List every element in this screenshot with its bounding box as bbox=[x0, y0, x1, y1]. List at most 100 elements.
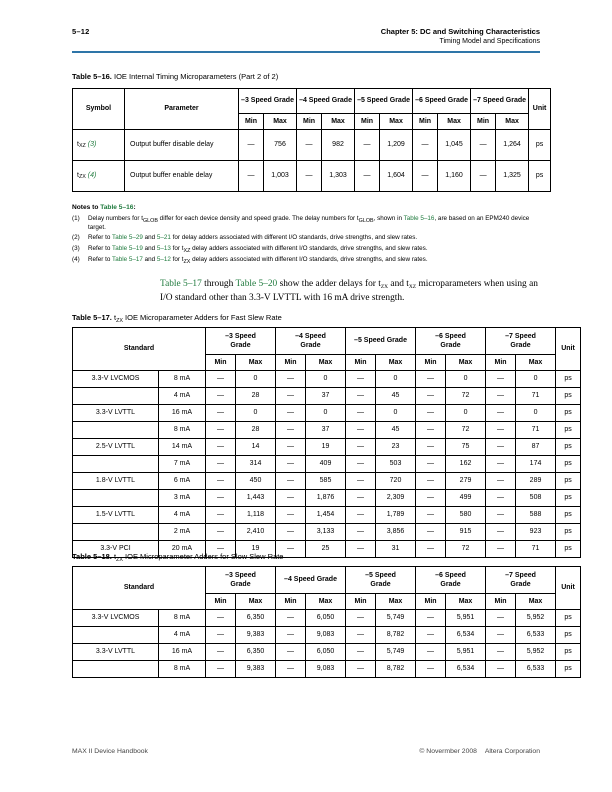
cross-reference[interactable]: 5–21 bbox=[156, 234, 171, 242]
value-cell: — bbox=[345, 472, 376, 490]
value-cell: — bbox=[345, 626, 377, 644]
table-517-grade-6: –6 Speed Grade bbox=[415, 327, 487, 355]
text-run: , shown in bbox=[373, 215, 404, 223]
value-cell: 5,951 bbox=[445, 643, 487, 661]
value-cell: — bbox=[345, 455, 376, 473]
value-cell: — bbox=[345, 609, 377, 627]
table-518-max-4: Max bbox=[304, 593, 347, 610]
table-516-min-4: Min bbox=[296, 113, 323, 130]
table-516-grade-6: –6 Speed Grade bbox=[412, 88, 472, 114]
value-cell: 25 bbox=[305, 540, 346, 558]
text-run: and bbox=[142, 245, 157, 253]
value-cell: — bbox=[275, 472, 306, 490]
value-cell: — bbox=[345, 489, 376, 507]
value-cell: — bbox=[205, 472, 236, 490]
value-cell: — bbox=[296, 160, 323, 192]
unit-cell: ps bbox=[555, 609, 582, 627]
section-subtitle: Timing Model and Specifications bbox=[439, 38, 540, 45]
note-item: (2) Refer to Table 5–29 and 5–21 for dela… bbox=[72, 234, 540, 243]
cross-reference[interactable]: Table 5–29 bbox=[112, 234, 143, 242]
table-517-min-7: Min bbox=[485, 354, 517, 371]
table-517-symbol-sub: ZX bbox=[116, 317, 123, 324]
cross-reference[interactable]: Table 5–19 bbox=[112, 245, 143, 253]
value-cell: 9,383 bbox=[235, 660, 276, 678]
value-cell: 580 bbox=[445, 506, 487, 524]
value-cell: 9,083 bbox=[304, 660, 347, 678]
cross-reference[interactable]: 5–12 bbox=[156, 256, 171, 264]
cross-reference[interactable]: Table 5–17 bbox=[160, 279, 202, 289]
drive-strength: 8 mA bbox=[158, 609, 206, 627]
table-row: tZX (4) Output buffer enable delay —1,003—… bbox=[72, 160, 552, 192]
value-cell: 5,952 bbox=[515, 643, 557, 661]
subscript: GLOB bbox=[358, 217, 374, 224]
note-reference[interactable]: (4) bbox=[87, 171, 97, 179]
value-cell: — bbox=[275, 404, 306, 422]
table-516-minmax-header-row: Min Max Min Max Min Max Min Max Min Max bbox=[73, 113, 551, 130]
unit-cell: ps bbox=[555, 660, 582, 678]
text-run: , are based on an EPM240 device target. bbox=[88, 215, 530, 231]
table-row: tXZ (3) Output buffer disable delay —756—9… bbox=[72, 129, 552, 161]
standard-name: 2.5-V LVTTL bbox=[72, 438, 159, 456]
value-cell: 0 bbox=[445, 404, 487, 422]
value-cell: — bbox=[485, 523, 517, 541]
note-text: Delay numbers for tGLOB differ for each … bbox=[88, 215, 540, 232]
drive-strength: 4 mA bbox=[158, 506, 206, 524]
text-run: microparameters when using an I/O standa… bbox=[160, 279, 538, 304]
table-518-min-4: Min bbox=[275, 593, 306, 610]
text-run: show the adder delays for t bbox=[277, 279, 381, 289]
value-cell: 3,133 bbox=[305, 523, 346, 541]
unit-cell: ps bbox=[555, 472, 582, 490]
value-cell: 72 bbox=[445, 540, 487, 558]
table-row: 3.3-V PCI 20 mA —19—25—31—72—71 ps bbox=[72, 540, 582, 558]
subscript: ZX bbox=[380, 283, 389, 290]
table-517-min-4: Min bbox=[275, 354, 306, 371]
value-cell: 1,160 bbox=[437, 160, 472, 192]
notes-title-xref[interactable]: Table 5–16 bbox=[100, 204, 134, 211]
table-517-body: 3.3-V LVCMOS 8 mA —0—0—0—0—0 ps 4 mA —28—37—4… bbox=[72, 370, 582, 558]
value-cell: 71 bbox=[515, 387, 557, 405]
value-cell: — bbox=[345, 404, 376, 422]
value-cell: — bbox=[415, 370, 447, 388]
footer-right-block: © Novermber 2008 Altera Corporation bbox=[413, 748, 540, 755]
unit-cell: ps bbox=[555, 643, 582, 661]
value-cell: 0 bbox=[235, 370, 276, 388]
value-cell: 6,050 bbox=[304, 609, 347, 627]
subscript: XZ bbox=[183, 247, 191, 254]
table-517-caption: Table 5–17. tZX IOE Microparameter Adder… bbox=[72, 313, 282, 324]
value-cell: 1,303 bbox=[321, 160, 356, 192]
value-cell: 6,350 bbox=[235, 643, 276, 661]
cross-reference[interactable]: Table 5–16 bbox=[403, 215, 435, 223]
value-cell: — bbox=[345, 438, 376, 456]
footer-copyright: © Novermber 2008 bbox=[419, 748, 477, 755]
value-cell: 8,782 bbox=[375, 660, 417, 678]
note-reference[interactable]: (3) bbox=[87, 140, 97, 148]
value-cell: 5,952 bbox=[515, 609, 557, 627]
standard-name: 3.3-V LVCMOS bbox=[72, 370, 159, 388]
cross-reference[interactable]: 5–13 bbox=[156, 245, 171, 253]
value-cell: 1,118 bbox=[235, 506, 276, 524]
drive-strength: 3 mA bbox=[158, 489, 206, 507]
chapter-title: Chapter 5: DC and Switching Characterist… bbox=[380, 27, 540, 36]
standard-name bbox=[72, 660, 159, 678]
table-518-standard-header: Standard bbox=[72, 566, 206, 610]
value-cell: 5,749 bbox=[375, 609, 417, 627]
text-run: for delay adders associated with differe… bbox=[170, 234, 418, 242]
table-518-caption-text: IOE Microparameter Adders for Slow Slew … bbox=[122, 552, 284, 561]
value-cell: 1,454 bbox=[305, 506, 346, 524]
page-number: 5–12 bbox=[72, 27, 90, 36]
value-cell: — bbox=[415, 506, 447, 524]
value-cell: — bbox=[485, 643, 517, 661]
value-cell: 2,309 bbox=[374, 489, 417, 507]
standard-name: 3.3-V LVTTL bbox=[72, 404, 159, 422]
table-516-max-3: Max bbox=[262, 113, 298, 130]
table-516-caption-text: IOE Internal Timing Microparameters (Par… bbox=[113, 72, 279, 81]
note-text: Refer to Table 5–29 and 5–21 for delay a… bbox=[88, 234, 540, 243]
table-517-grade-header-row: Standard –3 Speed Grade –4 Speed Grade –5 Spe… bbox=[72, 327, 582, 371]
value-cell: 1,604 bbox=[379, 160, 414, 192]
standard-name: 3.3-V LVCMOS bbox=[72, 609, 159, 627]
table-row: 3.3-V LVTTL 16 mA —6,350—6,050—5,749—5,951… bbox=[72, 643, 582, 661]
cross-reference[interactable]: Table 5–20 bbox=[235, 279, 278, 289]
cross-reference[interactable]: Table 5–17 bbox=[112, 256, 143, 264]
value-cell: 174 bbox=[515, 455, 557, 473]
value-cell: — bbox=[205, 489, 236, 507]
